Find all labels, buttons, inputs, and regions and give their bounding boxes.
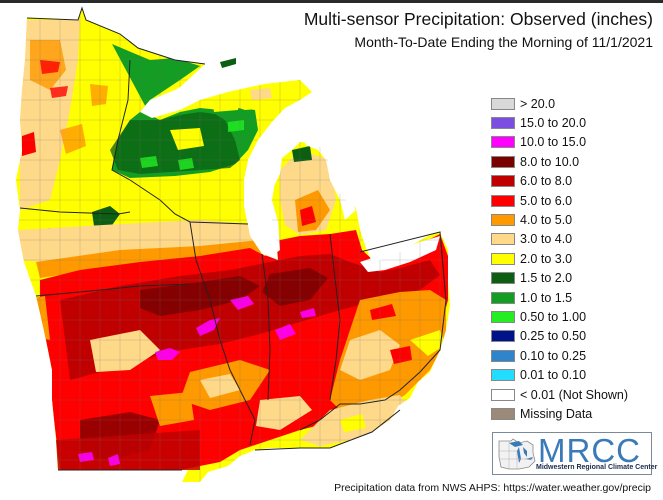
legend-swatch [491,310,515,323]
legend-label: 1.5 to 2.0 [520,271,573,286]
legend-item: 1.0 to 1.5 [491,288,628,307]
legend-item: 15.0 to 20.0 [491,113,628,132]
legend-label: 3.0 to 4.0 [520,232,573,247]
legend-label: 0.10 to 0.25 [520,348,587,363]
legend-label: < 0.01 (Not Shown) [520,387,629,402]
legend-label: 0.01 to 0.10 [520,368,587,383]
legend-label: 0.25 to 0.50 [520,329,587,344]
legend-item: 0.50 to 1.00 [491,307,628,326]
legend-item: 0.25 to 0.50 [491,327,628,346]
legend-item: 6.0 to 8.0 [491,172,628,191]
legend-label: 2.0 to 3.0 [520,251,573,266]
map-title-block: Multi-sensor Precipitation: Observed (in… [304,8,653,52]
legend-swatch [491,272,515,285]
logo-acronym: MRCC [538,432,641,469]
legend-label: 8.0 to 10.0 [520,154,580,169]
legend-item: 1.5 to 2.0 [491,269,628,288]
legend-label: 4.0 to 5.0 [520,213,573,228]
legend-swatch [491,252,515,265]
legend-label: 15.0 to 20.0 [520,116,587,131]
top-border [0,0,663,3]
legend-item: 3.0 to 4.0 [491,230,628,249]
legend-item: 0.01 to 0.10 [491,365,628,384]
map-subtitle: Month-To-Date Ending the Morning of 11/1… [354,34,653,50]
lake-michigan [256,140,280,256]
legend-swatch [491,97,515,110]
legend-swatch [491,233,515,246]
legend-label: 5.0 to 6.0 [520,193,573,208]
legend-swatch [491,155,515,168]
legend-item: 0.10 to 0.25 [491,346,628,365]
lake-superior [150,62,238,114]
legend-swatch [491,369,515,382]
legend-item: < 0.01 (Not Shown) [491,385,628,404]
legend-label: 0.50 to 1.00 [520,309,587,324]
precipitation-map [16,6,450,482]
legend-item: 4.0 to 5.0 [491,210,628,229]
legend-swatch [491,291,515,304]
legend-swatch [491,117,515,130]
legend-item: 10.0 to 15.0 [491,133,628,152]
legend-item: 8.0 to 10.0 [491,152,628,171]
legend-swatch [491,388,515,401]
data-source-note: Precipitation data from NWS AHPS: https:… [334,482,651,494]
logo-name: Midwestern Regional Climate Center [536,464,658,471]
legend-label: > 20.0 [520,96,556,111]
legend-swatch [491,407,515,420]
legend-label: 6.0 to 8.0 [520,174,573,189]
legend-label: 10.0 to 15.0 [520,135,587,150]
legend-label: 1.0 to 1.5 [520,290,573,305]
mrcc-logo: MRCC Midwestern Regional Climate Center [492,432,657,475]
legend-swatch [491,175,515,188]
legend-swatch [491,214,515,227]
legend-swatch [491,136,515,149]
legend-item: 2.0 to 3.0 [491,249,628,268]
midwest-map-icon [498,438,536,470]
map-title: Multi-sensor Precipitation: Observed (in… [303,9,653,29]
legend-swatch [491,330,515,343]
legend-item: > 20.0 [491,94,628,113]
legend-swatch [491,349,515,362]
legend-item: Missing Data [491,404,628,423]
legend-label: Missing Data [520,406,593,421]
legend: > 20.0 15.0 to 20.0 10.0 to 15.0 8.0 to … [491,94,628,424]
legend-swatch [491,194,515,207]
legend-item: 5.0 to 6.0 [491,191,628,210]
